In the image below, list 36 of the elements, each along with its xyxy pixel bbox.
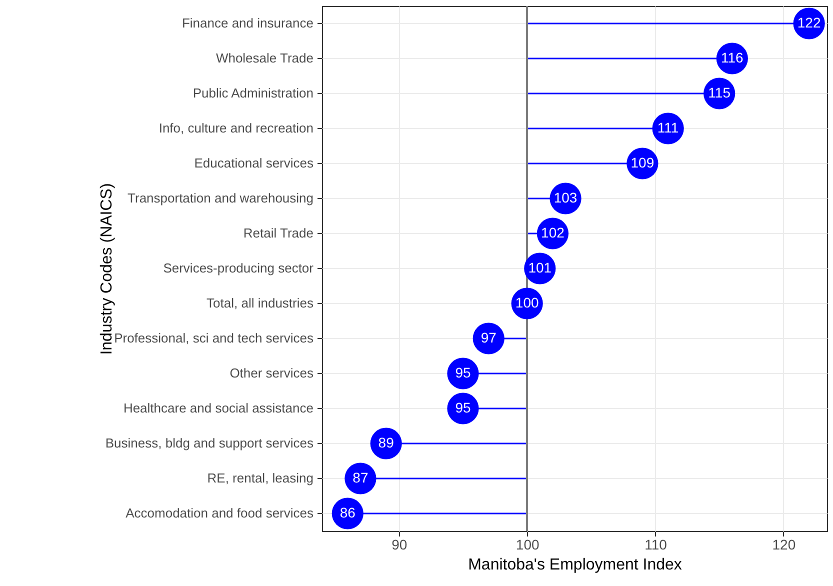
data-label: 109 [630, 154, 654, 170]
data-label: 102 [541, 224, 565, 240]
data-label: 87 [352, 470, 368, 486]
x-tick-label: 90 [392, 536, 408, 552]
y-tick-label: Educational services [194, 156, 314, 170]
y-tick-label: Info, culture and recreation [158, 120, 314, 136]
data-label: 89 [378, 434, 394, 450]
y-tick-label: Finance and insurance [182, 16, 314, 30]
x-tick-label: 100 [516, 536, 540, 552]
y-tick-label: Other services [230, 366, 314, 380]
y-tick-label: Accomodation and food services [126, 506, 314, 520]
data-label: 97 [480, 330, 497, 346]
y-tick-label: Business, bldg and support services [105, 436, 314, 450]
y-tick-label: RE, rental, leasing [207, 470, 314, 486]
data-label: 122 [797, 14, 821, 30]
data-label: 100 [515, 294, 539, 310]
y-tick-label: Retail Trade [243, 226, 314, 240]
data-label: 86 [340, 504, 356, 520]
y-tick-label: Total, all industries [206, 296, 314, 310]
data-label: 115 [708, 84, 731, 100]
data-label: 95 [455, 364, 471, 380]
y-tick-label: Wholesale Trade [216, 50, 314, 66]
y-tick-label: Services-producing sector [163, 260, 314, 276]
y-axis-title: Industry Codes (NAICS) [98, 183, 116, 355]
data-label: 116 [720, 50, 744, 66]
x-tick-label: 120 [772, 536, 796, 552]
y-tick-label: Transportation and warehousing [128, 190, 314, 206]
x-axis-title: Manitoba's Employment Index [468, 556, 682, 574]
x-tick-label: 110 [644, 536, 668, 552]
y-tick-label: Professional, sci and tech services [114, 330, 314, 346]
data-label: 95 [455, 400, 471, 416]
data-label: 101 [528, 260, 552, 276]
data-label: 103 [554, 190, 578, 206]
data-label: 111 [657, 120, 679, 136]
y-tick-label: Public Administration [192, 86, 314, 100]
y-tick-label: Healthcare and social assistance [123, 400, 314, 416]
